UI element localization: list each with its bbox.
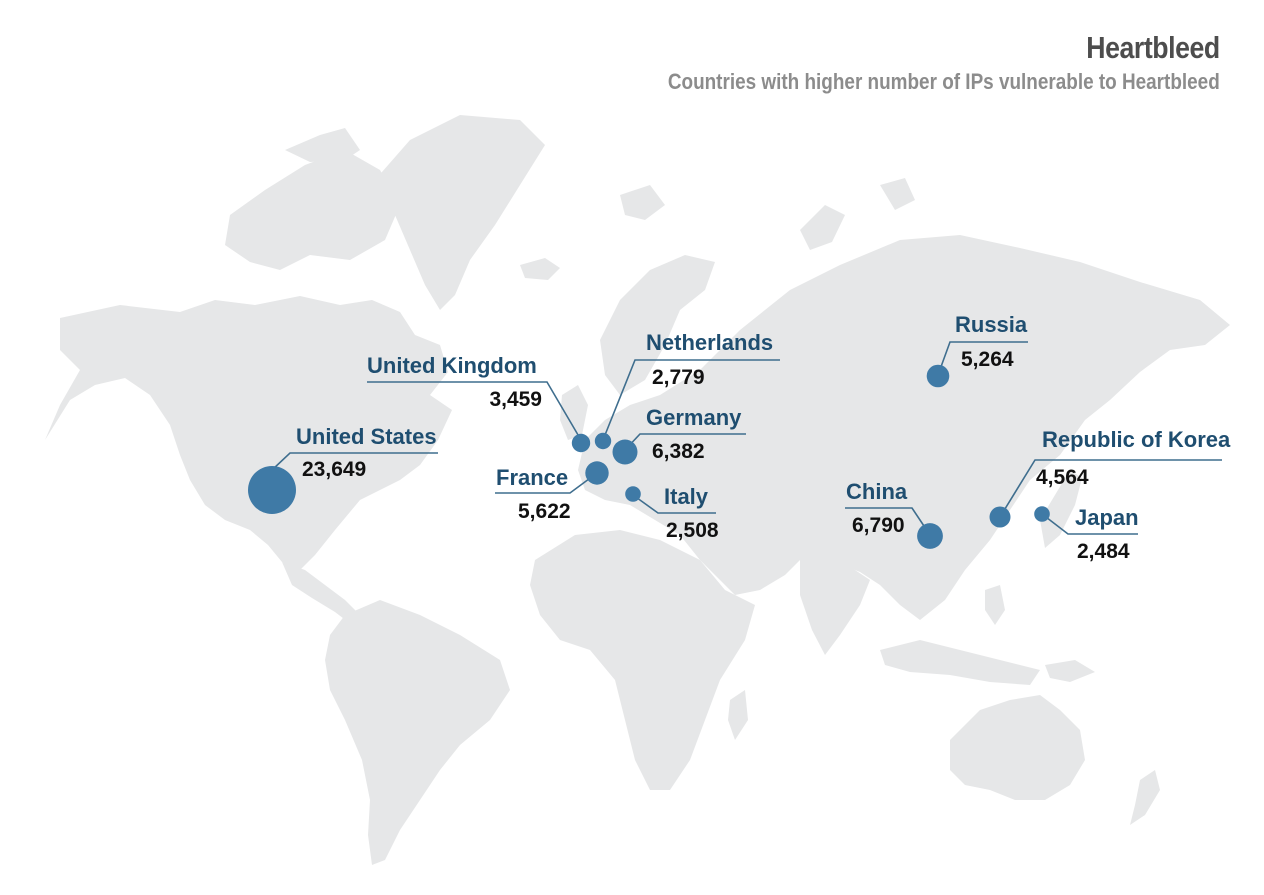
chart-subtitle: Countries with higher number of IPs vuln… (668, 69, 1220, 94)
landmass-british-isles (560, 385, 588, 440)
landmasses (45, 115, 1230, 865)
landmass-indonesia (880, 640, 1040, 685)
bubble-italy (625, 486, 641, 502)
landmass-novaya-zemlya (800, 205, 845, 250)
landmass-philippines (985, 585, 1005, 625)
landmass-japan (1040, 470, 1082, 548)
label-name-japan: Japan (1075, 505, 1139, 530)
label-name-united-states: United States (296, 424, 437, 449)
leader-line-korea (999, 459, 1222, 518)
label-value-united-states: 23,649 (302, 458, 366, 481)
landmass-baffin (285, 128, 360, 162)
landmass-south-america (325, 600, 510, 865)
label-value-japan: 2,484 (1077, 540, 1130, 563)
label-name-china: China (846, 479, 908, 504)
label-value-italy: 2,508 (666, 519, 719, 542)
label-name-united-kingdom: United Kingdom (367, 353, 537, 378)
landmass-new-guinea (1045, 660, 1095, 682)
leader-line-japan (1041, 513, 1138, 535)
bubble-republic-of-korea (989, 506, 1011, 528)
bubble-united-states (248, 466, 296, 514)
landmass-africa (530, 530, 755, 790)
label-name-italy: Italy (664, 484, 709, 509)
landmass-central-america (282, 562, 360, 625)
leader-line-italy (632, 494, 716, 514)
label-value-korea: 4,564 (1036, 466, 1089, 489)
landmass-iceland (520, 258, 560, 280)
landmass-new-zealand (1130, 770, 1160, 825)
bubble-netherlands (594, 432, 612, 450)
label-value-united-kingdom: 3,459 (489, 388, 542, 411)
landmass-severnaya (880, 178, 915, 210)
landmass-madagascar (728, 690, 748, 740)
label-name-netherlands: Netherlands (646, 330, 773, 355)
landmass-scandinavia (600, 255, 715, 395)
label-name-france: France (496, 465, 568, 490)
label-value-netherlands: 2,779 (652, 366, 705, 389)
label-value-china: 6,790 (852, 514, 905, 537)
bubble-japan (1034, 506, 1050, 522)
bubble-layer (248, 364, 1050, 549)
landmass-eurasia (578, 235, 1230, 620)
leader-line-russia (937, 341, 1028, 376)
label-name-korea: Republic of Korea (1042, 427, 1231, 452)
country-labels: United States 23,649 United Kingdom 3,45… (296, 312, 1231, 563)
chart-header: Heartbleed Countries with higher number … (578, 28, 1220, 96)
landmass-australia (950, 695, 1085, 800)
landmass-arctic-islands (225, 150, 400, 270)
label-value-germany: 6,382 (652, 440, 705, 463)
label-name-germany: Germany (646, 405, 742, 430)
leader-line-netherlands (602, 359, 780, 441)
leader-line-united-states (271, 452, 438, 471)
label-name-russia: Russia (955, 312, 1028, 337)
chart-title: Heartbleed (1086, 30, 1220, 65)
label-value-france: 5,622 (518, 500, 571, 523)
bubble-germany (612, 439, 638, 465)
bubble-china (917, 523, 943, 549)
landmass-svalbard (620, 185, 665, 220)
landmass-india (800, 560, 870, 655)
bubble-united-kingdom (571, 433, 591, 453)
bubble-france (585, 461, 609, 485)
bubble-russia (926, 364, 950, 388)
landmass-north-america (45, 296, 452, 570)
landmass-greenland (375, 115, 545, 310)
leader-line-united-kingdom (367, 381, 582, 441)
label-value-russia: 5,264 (961, 348, 1014, 371)
